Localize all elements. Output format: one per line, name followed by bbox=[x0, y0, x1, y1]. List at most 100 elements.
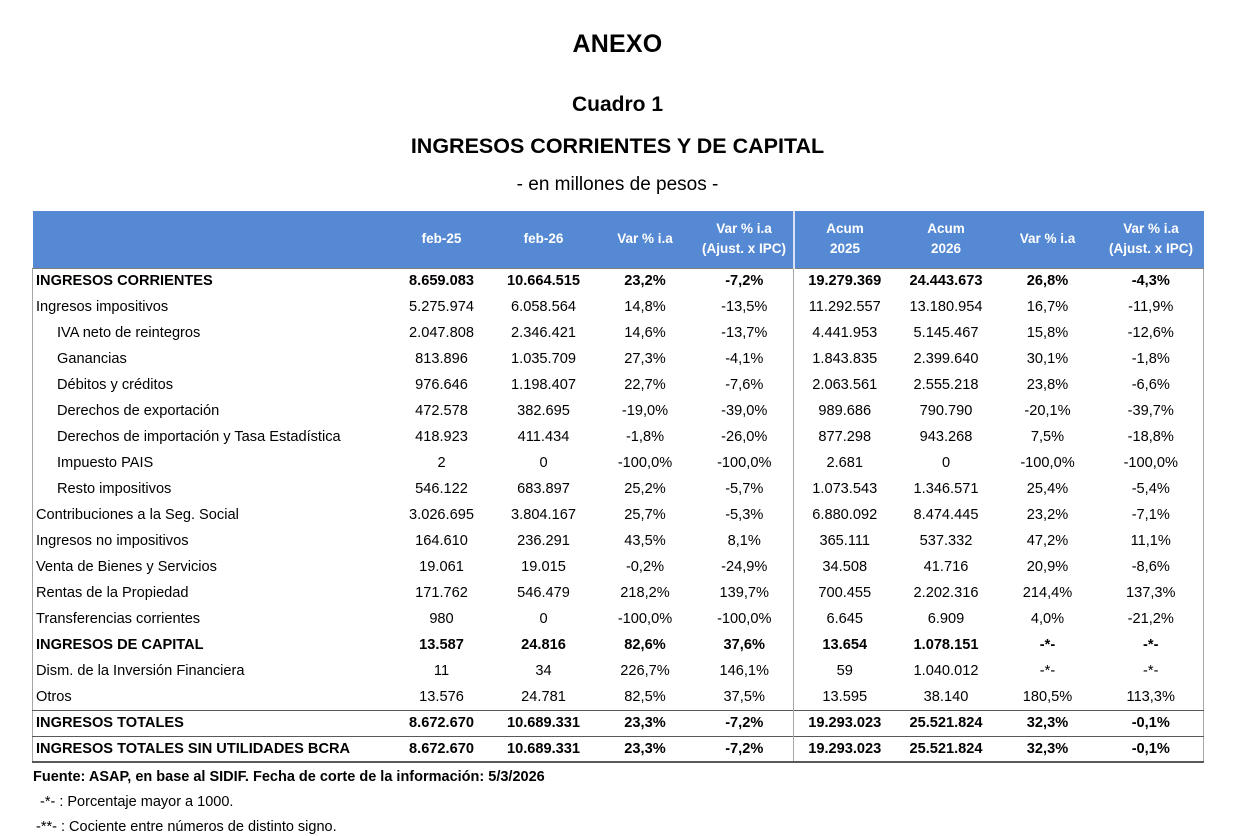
cell-value: -39,7% bbox=[1127, 403, 1174, 419]
cell-value: 13.180.954 bbox=[909, 299, 983, 315]
cell-value: 236.291 bbox=[517, 533, 570, 549]
cell-value: 8,1% bbox=[695, 528, 794, 554]
footnote-asterisk: -*- : Porcentaje mayor a 1000. bbox=[40, 794, 234, 810]
cell-value: 2.555.218 bbox=[913, 377, 979, 393]
row-label: INGRESOS CORRIENTES bbox=[32, 267, 391, 294]
cell-value: 537.332 bbox=[919, 533, 973, 549]
cell-value: 546.122 bbox=[415, 481, 468, 497]
cell-value: 6.909 bbox=[927, 611, 965, 627]
cell-value: 25,7% bbox=[624, 507, 666, 523]
cell-value: 30,1% bbox=[1026, 351, 1069, 367]
cell-value: 82,6% bbox=[624, 637, 666, 653]
cell-value: 22,7% bbox=[624, 377, 666, 393]
cell-value: 0 bbox=[539, 611, 548, 627]
cell-value: 989.686 bbox=[818, 403, 872, 419]
cell-value: 14,8% bbox=[624, 299, 666, 315]
cell-value: 41.716 bbox=[923, 559, 969, 575]
table-row: IVA neto de reintegros 2.047.808 2.346.421… bbox=[33, 320, 1204, 346]
cell-value: 10.689.331 bbox=[492, 735, 595, 763]
cell-value: 6.058.564 bbox=[511, 299, 576, 315]
units-note: - en millones de pesos - bbox=[516, 174, 719, 195]
cell-value: 19.279.369 bbox=[793, 267, 896, 294]
cell-value: -100,0% bbox=[617, 455, 673, 471]
cell-value: 1.198.407 bbox=[511, 377, 576, 393]
cell-value: -*- bbox=[1039, 663, 1056, 679]
cell-value: 8.659.083 bbox=[390, 267, 493, 294]
cell-value: 214,4% bbox=[1022, 585, 1073, 601]
cell-value: 6.880.092 bbox=[812, 507, 878, 523]
cell-value: -100,0% bbox=[1123, 455, 1178, 471]
cell-value: 24.816 bbox=[521, 637, 566, 653]
cell-value: 5.275.974 bbox=[409, 299, 474, 315]
cell-value: -*- bbox=[1039, 637, 1056, 653]
cell-value: 2.681 bbox=[826, 455, 864, 471]
cell-value: 19.293.023 bbox=[793, 709, 896, 736]
cell-value: 32,3% bbox=[996, 709, 1099, 736]
cell-value: 2.047.808 bbox=[409, 325, 474, 341]
cell-value: -0,2% bbox=[625, 559, 665, 575]
cell-value: -4,3% bbox=[1098, 267, 1204, 294]
col-header-acum-2026: Acum 2026 bbox=[895, 211, 997, 268]
row-label: Resto impositivos bbox=[57, 481, 172, 497]
row-label: INGRESOS DE CAPITAL bbox=[36, 637, 204, 653]
cell-value: 6.645 bbox=[826, 611, 864, 627]
cell-value: -11,9% bbox=[1128, 299, 1174, 315]
cell-value: 2.063.561 bbox=[812, 377, 878, 393]
page-title: ANEXO bbox=[572, 30, 663, 58]
row-label: Venta de Bienes y Servicios bbox=[36, 559, 217, 575]
cell-value: 16,7% bbox=[1026, 299, 1069, 315]
row-label: Dism. de la Inversión Financiera bbox=[36, 663, 245, 679]
cell-value: -*- bbox=[1143, 663, 1159, 679]
cell-value: 943.268 bbox=[919, 429, 973, 445]
cell-value: 2.399.640 bbox=[913, 351, 979, 367]
cell-value: -100,0% bbox=[695, 450, 794, 476]
cell-value: 137,3% bbox=[1126, 585, 1176, 601]
cell-value: -21,2% bbox=[1127, 611, 1174, 627]
cell-value: 11.292.557 bbox=[808, 299, 881, 315]
row-label: Ganancias bbox=[57, 351, 127, 367]
table-row: Dism. de la Inversión Financiera 11 34 226,… bbox=[33, 658, 1204, 684]
table-row: INGRESOS TOTALES SIN UTILIDADES BCRA 8.67… bbox=[32, 735, 1204, 763]
cell-value: 7,5% bbox=[1030, 429, 1065, 445]
cell-value: -18,8% bbox=[1127, 429, 1174, 445]
cell-value: 0 bbox=[539, 455, 548, 471]
row-label: Derechos de importación y Tasa Estadísti… bbox=[57, 429, 341, 445]
cell-value: 411.434 bbox=[517, 429, 570, 445]
col-header-var-ia: Var % i.a bbox=[594, 211, 696, 268]
cell-value: 59 bbox=[836, 663, 853, 679]
col-header-acum-2025: Acum 2025 bbox=[793, 211, 896, 268]
col-header-rowlabels bbox=[32, 211, 391, 268]
cell-value: 171.762 bbox=[415, 585, 468, 601]
cell-value: 25,4% bbox=[1026, 481, 1069, 497]
cell-value: -7,6% bbox=[695, 372, 794, 398]
cell-value: -13,7% bbox=[695, 320, 794, 346]
table-row: INGRESOS TOTALES 8.672.670 10.689.331 23,3%… bbox=[32, 709, 1204, 736]
cell-value: -12,6% bbox=[1127, 325, 1174, 341]
table-row: Rentas de la Propiedad 171.762 546.479 218,… bbox=[33, 580, 1204, 606]
table-row: Derechos de importación y Tasa Estadísti… bbox=[33, 424, 1204, 450]
row-label: Ingresos impositivos bbox=[36, 299, 169, 315]
table-row: Ingresos impositivos 5.275.974 6.058.564 14… bbox=[33, 294, 1204, 320]
cell-value: 19.061 bbox=[419, 559, 464, 575]
cell-value: -7,2% bbox=[695, 735, 794, 763]
cell-value: -8,6% bbox=[1131, 559, 1170, 575]
table-row: Ganancias 813.896 1.035.709 27,3% -4,1% 1.843… bbox=[33, 346, 1204, 372]
row-label: Débitos y créditos bbox=[57, 377, 173, 393]
ingresos-table: feb-25 feb-26 Var % i.a Var % i.a (Ajust… bbox=[32, 211, 1204, 763]
cell-value: 47,2% bbox=[1026, 533, 1069, 549]
cell-value: 15,8% bbox=[1026, 325, 1069, 341]
cell-value: 980 bbox=[429, 611, 454, 627]
col-header-var-ia-acum: Var % i.a bbox=[996, 211, 1099, 268]
cell-value: 4.441.953 bbox=[812, 325, 878, 341]
cell-value: 13.595 bbox=[822, 688, 868, 705]
cell-value: 180,5% bbox=[1022, 688, 1073, 705]
table-row: Derechos de exportación 472.578 382.695 -19… bbox=[33, 398, 1204, 424]
footnote-double-asterisk: -**- : Cociente entre números de distint… bbox=[36, 819, 337, 835]
cell-value: 25.521.824 bbox=[895, 709, 997, 736]
table-row: Débitos y créditos 976.646 1.198.407 22,7% -… bbox=[33, 372, 1204, 398]
cell-value: 164.610 bbox=[415, 533, 468, 549]
cell-value: 382.695 bbox=[517, 403, 570, 419]
cell-value: 25,2% bbox=[624, 481, 666, 497]
cell-value: 1.346.571 bbox=[913, 481, 979, 497]
cell-value: 4,0% bbox=[1030, 611, 1065, 627]
